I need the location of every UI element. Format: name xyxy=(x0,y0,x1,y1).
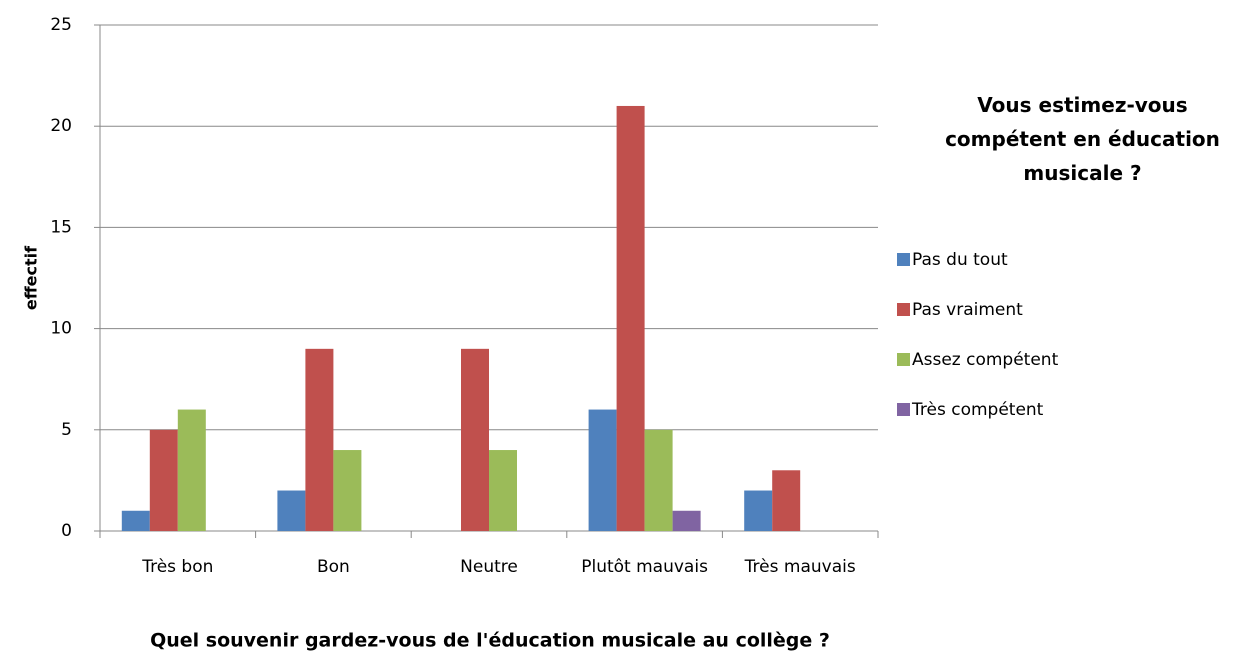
legend-label: Assez compétent xyxy=(912,350,1059,370)
y-tick-label: 10 xyxy=(50,319,72,339)
bar xyxy=(772,470,801,531)
bar xyxy=(305,348,334,531)
y-tick-label: 0 xyxy=(61,521,72,541)
x-tick-label: Plutôt mauvais xyxy=(581,557,708,577)
x-tick-label: Bon xyxy=(317,557,350,577)
bar xyxy=(277,490,306,531)
y-tick-label: 5 xyxy=(61,420,72,440)
bar xyxy=(616,105,645,532)
y-tick-label: 25 xyxy=(50,15,72,35)
bar xyxy=(149,429,178,531)
bar xyxy=(588,409,617,531)
bar xyxy=(121,510,150,531)
y-tick-label: 15 xyxy=(50,217,72,237)
bar xyxy=(672,510,701,531)
legend-label: Très compétent xyxy=(911,400,1044,420)
legend-swatch xyxy=(897,303,910,316)
bar xyxy=(644,429,673,531)
legend-swatch xyxy=(897,253,910,266)
y-axis-title: effectif xyxy=(22,245,41,310)
legend-label: Pas vraiment xyxy=(912,300,1023,320)
legend-title: Vous estimez-vous compétent en éducation… xyxy=(945,93,1220,185)
legend-swatch xyxy=(897,403,910,416)
x-axis-title: Quel souvenir gardez-vous de l'éducation… xyxy=(150,630,830,652)
x-tick-label: Neutre xyxy=(460,557,518,577)
legend-label: Pas du tout xyxy=(912,250,1008,270)
bar xyxy=(177,409,206,531)
x-tick-label: Très bon xyxy=(141,557,213,577)
bar xyxy=(744,490,773,531)
bar xyxy=(333,450,362,531)
legend-swatch xyxy=(897,353,910,366)
y-tick-label: 20 xyxy=(50,116,72,136)
bar xyxy=(461,348,489,531)
x-tick-label: Très mauvais xyxy=(744,557,856,577)
bar xyxy=(489,450,517,531)
